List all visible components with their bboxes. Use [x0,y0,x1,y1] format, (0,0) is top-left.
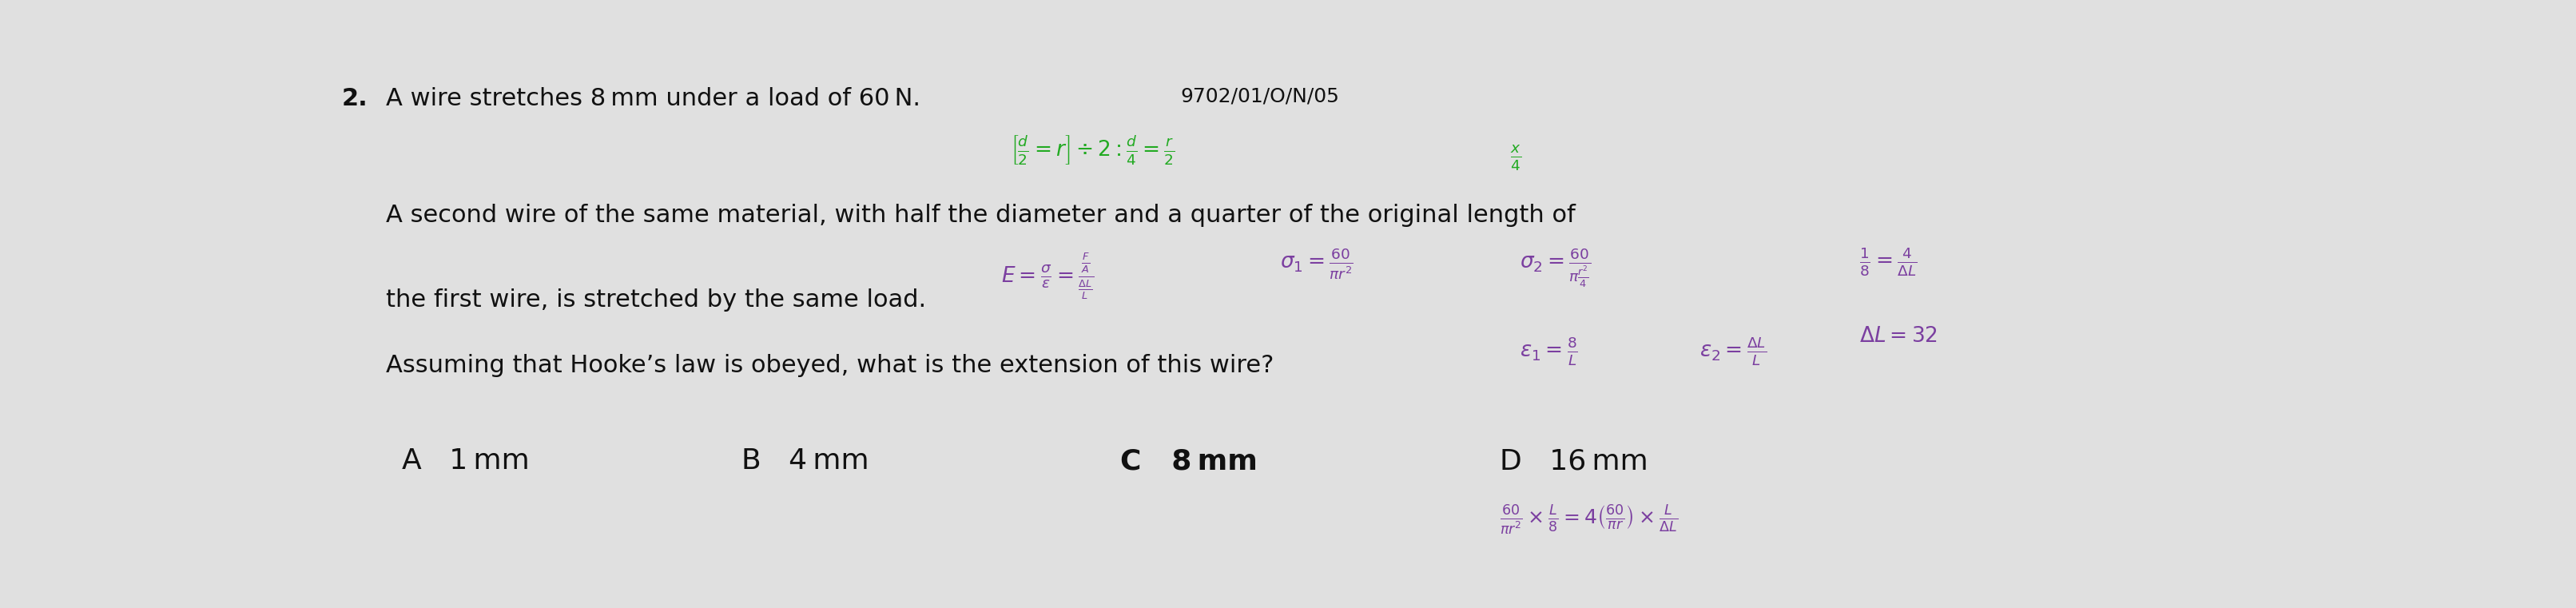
Text: $\frac{x}{4}$: $\frac{x}{4}$ [1510,143,1522,173]
Text: C   8 mm: C 8 mm [1121,447,1257,475]
Text: A second wire of the same material, with half the diameter and a quarter of the : A second wire of the same material, with… [386,204,1577,227]
Text: $E=\frac{\sigma}{\varepsilon}=\frac{\frac{F}{A}}{\frac{\Delta L}{L}}$: $E=\frac{\sigma}{\varepsilon}=\frac{\fra… [999,251,1095,301]
Text: $\frac{60}{\pi r^2}\times\frac{L}{8}=4\left(\frac{60}{\pi r}\right)\times\frac{L: $\frac{60}{\pi r^2}\times\frac{L}{8}=4\l… [1499,503,1680,536]
Text: B   4 mm: B 4 mm [742,447,868,475]
Text: 2.: 2. [343,87,368,110]
Text: $\varepsilon_1=\frac{8}{L}$: $\varepsilon_1=\frac{8}{L}$ [1520,335,1579,367]
Text: $\sigma_1=\frac{60}{\pi r^2}$: $\sigma_1=\frac{60}{\pi r^2}$ [1280,246,1355,281]
Text: D   16 mm: D 16 mm [1499,447,1649,475]
Text: $\Delta L=32$: $\Delta L=32$ [1860,326,1937,347]
Text: $\frac{1}{8}=\frac{4}{\Delta L}$: $\frac{1}{8}=\frac{4}{\Delta L}$ [1860,246,1917,278]
Text: Assuming that Hooke’s law is obeyed, what is the extension of this wire?: Assuming that Hooke’s law is obeyed, wha… [386,354,1275,377]
Text: $\left[\frac{d}{2}=r\right]\div 2:\frac{d}{4}=\frac{r}{2}$: $\left[\frac{d}{2}=r\right]\div 2:\frac{… [1010,134,1175,167]
Text: A   1 mm: A 1 mm [402,447,531,475]
Text: the first wire, is stretched by the same load.: the first wire, is stretched by the same… [386,288,927,311]
Text: $\sigma_2=\frac{60}{\pi\frac{r^2}{4}}$: $\sigma_2=\frac{60}{\pi\frac{r^2}{4}}$ [1520,246,1592,289]
Text: A wire stretches 8 mm under a load of 60 N.: A wire stretches 8 mm under a load of 60… [386,87,920,110]
Text: $\varepsilon_2=\frac{\Delta L}{L}$: $\varepsilon_2=\frac{\Delta L}{L}$ [1700,335,1767,367]
Text: 9702/01/O/N/05: 9702/01/O/N/05 [1180,87,1340,106]
